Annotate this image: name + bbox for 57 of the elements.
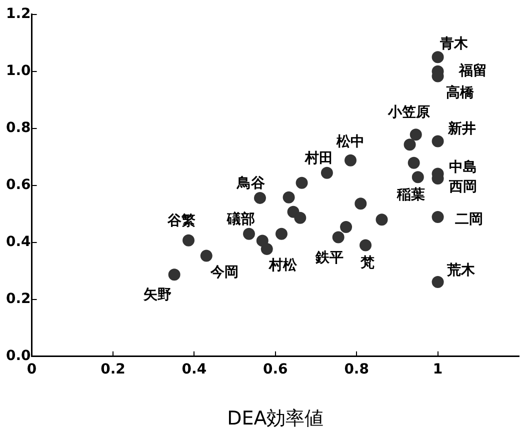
point — [320, 166, 333, 179]
point — [432, 51, 444, 64]
point — [340, 221, 352, 234]
point — [404, 138, 416, 151]
point — [432, 135, 444, 148]
annotation: 荒木 — [446, 262, 476, 279]
annotation: 鳥谷 — [236, 176, 266, 192]
annotation: 礒部 — [226, 210, 256, 228]
point — [254, 192, 266, 204]
annotation: 松中 — [336, 134, 365, 150]
point — [243, 228, 256, 240]
x-tick-label: 0.6 — [262, 361, 288, 378]
point — [182, 234, 195, 246]
point — [296, 176, 308, 189]
point — [354, 198, 367, 210]
x-tick-label: 0.8 — [344, 361, 370, 378]
point — [168, 268, 180, 281]
x-tick-label: 1 — [432, 361, 443, 378]
annotation: 稲葉 — [396, 186, 425, 203]
annotation: 矢野 — [142, 287, 172, 304]
annotation: 高橋 — [446, 84, 475, 101]
y-tick-label: 0.8 — [6, 120, 31, 136]
annotation: 梵 — [360, 254, 376, 271]
annotation: 青木 — [438, 36, 469, 52]
point — [432, 276, 444, 288]
annotation: 西岡 — [448, 179, 477, 196]
annotation: 鉄平 — [314, 250, 344, 266]
point — [275, 228, 288, 240]
point — [260, 242, 273, 255]
annotation: 中島 — [448, 159, 477, 176]
point — [344, 154, 357, 166]
annotation: 今岡 — [209, 264, 238, 280]
point — [332, 231, 344, 244]
point — [408, 156, 420, 169]
y-tick-label: 0.4 — [6, 234, 32, 250]
x-axis-title: DEA効率値 — [227, 408, 324, 430]
y-tick-label: 1.0 — [6, 63, 32, 80]
point — [294, 212, 306, 224]
annotation: 小笠原 — [386, 104, 430, 120]
point — [376, 214, 388, 226]
annotation: 谷繁 — [166, 213, 196, 230]
annotation: 村松 — [268, 258, 298, 274]
point — [200, 250, 212, 262]
y-tick-label: 0.6 — [6, 177, 31, 194]
point — [282, 191, 295, 204]
point — [412, 171, 424, 184]
x-tick-label: 0.4 — [182, 361, 207, 378]
point — [432, 211, 444, 224]
y-tick-label: 0.2 — [6, 291, 31, 308]
annotation: 福留 — [458, 62, 487, 80]
annotation: 二岡 — [454, 212, 483, 228]
annotation: 村田 — [304, 150, 333, 166]
x-tick-label: 0.2 — [100, 361, 126, 378]
point — [360, 239, 372, 252]
point — [410, 128, 422, 141]
annotation: 新井 — [446, 120, 476, 137]
y-tick-label: 1.2 — [6, 6, 31, 22]
